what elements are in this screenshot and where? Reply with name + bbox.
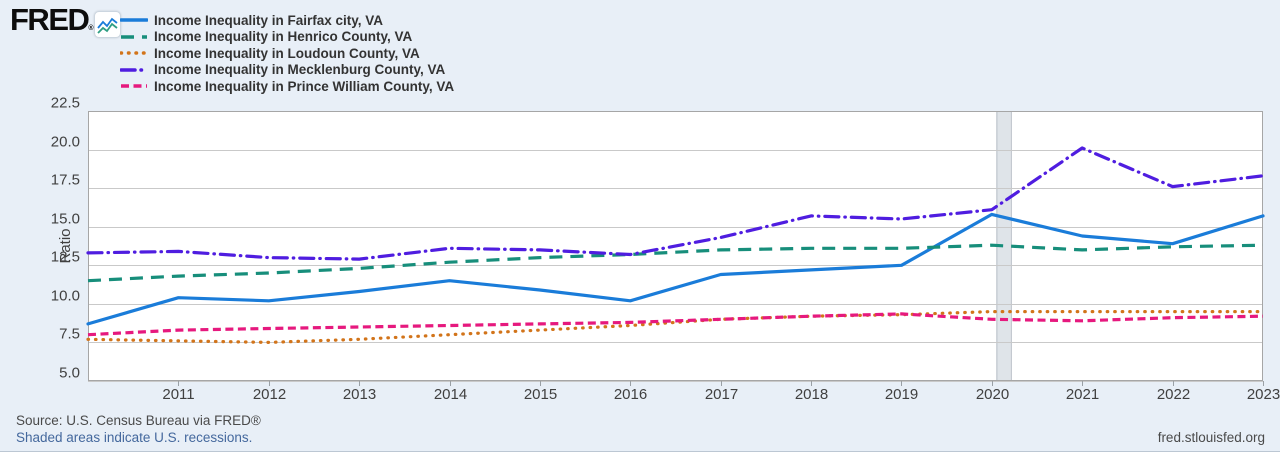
svg-text:2018: 2018: [795, 386, 828, 403]
legend-item-3[interactable]: Income Inequality in Loudoun County, VA: [120, 45, 454, 62]
legend-swatch-icon: [121, 84, 147, 88]
x-axis-labels: 2011 2012 2013 2014 2015 2016 2017 2018 2019 2020…: [162, 381, 1280, 403]
svg-text:2020: 2020: [976, 386, 1009, 403]
legend-label: Income Inequality in Loudoun County, VA: [154, 45, 420, 61]
svg-text:2019: 2019: [885, 386, 918, 403]
fred-sparkline-icon: [94, 11, 121, 38]
series-line-3: [86, 310, 1265, 344]
svg-text:2023: 2023: [1247, 386, 1280, 403]
source-note: Source: U.S. Census Bureau via FRED®: [16, 413, 261, 428]
legend-swatch-icon: [121, 35, 147, 39]
registered-mark: ®: [88, 25, 94, 32]
svg-text:2021: 2021: [1066, 386, 1099, 403]
legend-label: Income Inequality in Henrico County, VA: [154, 29, 413, 45]
legend-item-1[interactable]: Income Inequality in Fairfax city, VA: [120, 12, 454, 29]
recession-note-link[interactable]: Shaded areas indicate U.S. recessions.: [16, 430, 253, 445]
svg-text:2013: 2013: [343, 386, 376, 403]
fred-logo[interactable]: FRED®: [10, 2, 94, 38]
legend-item-2[interactable]: Income Inequality in Henrico County, VA: [120, 29, 454, 46]
svg-text:2022: 2022: [1157, 386, 1190, 403]
series-line-4: [86, 146, 1265, 261]
legend-label: Income Inequality in Prince William Coun…: [154, 78, 455, 94]
svg-text:7.5: 7.5: [59, 326, 80, 343]
svg-text:10.0: 10.0: [51, 288, 80, 305]
fred-logo-text: FRED: [10, 2, 90, 37]
svg-text:2016: 2016: [614, 386, 647, 403]
svg-text:2012: 2012: [253, 386, 286, 403]
series-line-1: [86, 212, 1265, 326]
svg-text:2011: 2011: [162, 386, 194, 403]
svg-text:17.5: 17.5: [51, 172, 80, 189]
site-url-link[interactable]: fred.stlouisfed.org: [1157, 430, 1265, 445]
legend-swatch-icon: [120, 18, 148, 22]
series-line-5: [87, 312, 1264, 337]
svg-text:12.5: 12.5: [51, 249, 80, 266]
y-axis-title: Ratio: [57, 228, 74, 263]
svg-text:22.5: 22.5: [51, 95, 80, 112]
svg-text:5.0: 5.0: [59, 365, 80, 382]
legend-item-4[interactable]: Income Inequality in Mecklenburg County,…: [120, 62, 454, 79]
plot-border: [88, 111, 1263, 381]
legend-label: Income Inequality in Mecklenburg County,…: [154, 62, 446, 78]
legend: Income Inequality in Fairfax city, VA Inc…: [120, 12, 454, 95]
legend-label: Income Inequality in Fairfax city, VA: [154, 12, 384, 28]
svg-text:2015: 2015: [524, 386, 557, 403]
svg-text:2014: 2014: [434, 386, 467, 403]
legend-swatch-icon: [120, 51, 148, 55]
svg-text:20.0: 20.0: [51, 134, 80, 151]
legend-swatch-icon: [120, 68, 148, 72]
legend-item-5[interactable]: Income Inequality in Prince William Coun…: [120, 78, 454, 95]
svg-text:2017: 2017: [705, 386, 738, 403]
y-axis-labels: 5.0 7.5 10.0 12.5 15.0 17.5 20.0 22.5: [51, 95, 80, 382]
svg-text:15.0: 15.0: [51, 211, 80, 228]
series-line-2: [87, 243, 1264, 283]
